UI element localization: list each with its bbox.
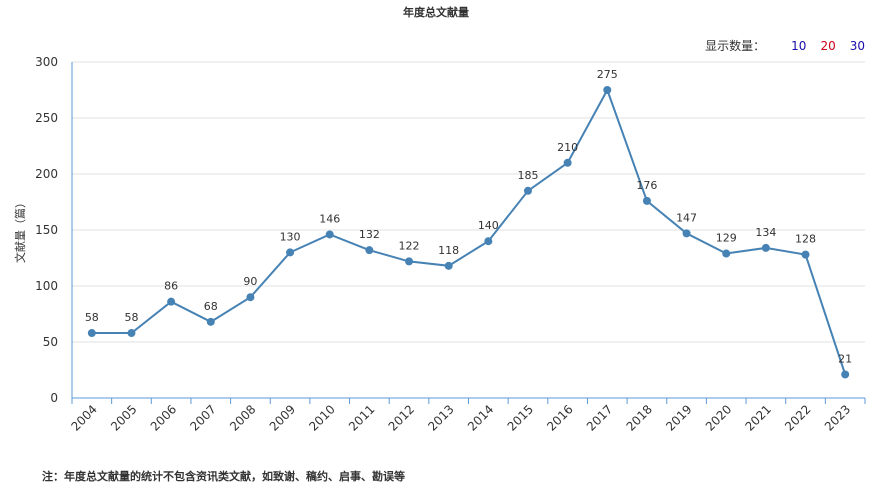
data-point[interactable]	[444, 261, 453, 270]
data-label: 176	[636, 179, 657, 192]
data-point[interactable]	[484, 237, 493, 246]
data-label: 140	[478, 219, 499, 232]
data-labels: 58 58 86 68 90 130 146 132 122 118 140 185 210 275 176…	[85, 68, 852, 365]
data-point[interactable]	[761, 243, 770, 252]
data-label: 21	[838, 352, 852, 365]
x-tick-label: 2016	[544, 402, 575, 433]
x-tick-label: 2009	[267, 402, 298, 433]
data-label: 58	[85, 311, 99, 324]
data-label: 90	[243, 275, 257, 288]
data-point[interactable]	[167, 297, 176, 306]
data-point[interactable]	[523, 186, 532, 195]
data-label: 132	[359, 228, 380, 241]
data-point[interactable]	[365, 246, 374, 255]
data-point[interactable]	[325, 230, 334, 239]
data-point[interactable]	[206, 317, 215, 326]
data-point[interactable]	[405, 257, 414, 266]
display-count-option-30[interactable]: 30	[849, 38, 865, 53]
data-label: 147	[676, 211, 697, 224]
data-point[interactable]	[841, 370, 850, 379]
x-tick-label: 2006	[148, 402, 179, 433]
y-axis-title: 文献量（篇）	[13, 197, 27, 263]
data-label: 129	[716, 232, 737, 245]
data-label: 118	[438, 244, 459, 257]
x-tick-label: 2022	[782, 402, 813, 433]
x-tick-label: 2010	[306, 402, 337, 433]
data-label: 275	[597, 68, 618, 81]
data-point[interactable]	[801, 250, 810, 259]
x-tick-label: 2011	[346, 402, 377, 433]
y-tick-label: 150	[35, 223, 58, 237]
display-count-label: 显示数量：	[705, 39, 766, 53]
x-tick-label: 2018	[624, 402, 655, 433]
x-tick-label: 2019	[663, 402, 694, 433]
data-point[interactable]	[127, 329, 136, 338]
data-label: 86	[164, 280, 178, 293]
data-label: 128	[795, 233, 816, 246]
y-tick-label: 50	[43, 335, 58, 349]
display-count-option-20[interactable]: 20	[820, 38, 836, 53]
data-point[interactable]	[603, 86, 612, 94]
footnote: 注：年度总文献量的统计不包含资讯类文献，如致谢、稿约、启事、勘误等	[42, 470, 405, 483]
x-tick-label: 2020	[703, 402, 734, 433]
data-label: 185	[517, 169, 538, 182]
data-point[interactable]	[246, 293, 255, 302]
y-tick-label: 0	[50, 391, 58, 405]
data-point[interactable]	[682, 229, 691, 238]
display-count-selector: 显示数量： 10 20 30	[705, 37, 865, 54]
data-point[interactable]	[563, 158, 572, 167]
y-tick-label: 100	[35, 279, 58, 293]
display-count-option-10[interactable]: 10	[791, 38, 807, 53]
series-line	[91, 87, 847, 375]
x-tick-label: 2021	[742, 402, 773, 433]
data-point[interactable]	[722, 249, 731, 258]
x-tick-label: 2015	[505, 402, 536, 433]
y-tick-label: 200	[35, 167, 58, 181]
x-tick-label: 2013	[425, 402, 456, 433]
data-point[interactable]	[286, 248, 295, 257]
data-label: 58	[124, 311, 138, 324]
x-tick-label: 2014	[465, 402, 496, 433]
chart-title: 年度总文献量	[403, 5, 469, 19]
x-tick-label: 2005	[108, 402, 139, 433]
series	[87, 86, 850, 379]
grid	[72, 61, 865, 343]
data-label: 122	[399, 239, 420, 252]
x-tick-label: 2007	[187, 402, 218, 433]
data-label: 134	[755, 226, 776, 239]
data-label: 210	[557, 141, 578, 154]
x-tick-label: 2012	[386, 402, 417, 433]
x-tick-label: 2017	[584, 402, 615, 433]
data-point[interactable]	[642, 196, 651, 205]
data-label: 68	[204, 300, 218, 313]
x-tick-label: 2008	[227, 402, 258, 433]
y-tick-label: 300	[35, 55, 58, 69]
x-tick-label: 2023	[822, 402, 853, 433]
data-label: 130	[280, 230, 301, 243]
data-point[interactable]	[87, 329, 96, 338]
data-label: 146	[319, 212, 340, 225]
x-tick-label: 2004	[68, 402, 99, 433]
y-tick-label: 250	[35, 111, 58, 125]
